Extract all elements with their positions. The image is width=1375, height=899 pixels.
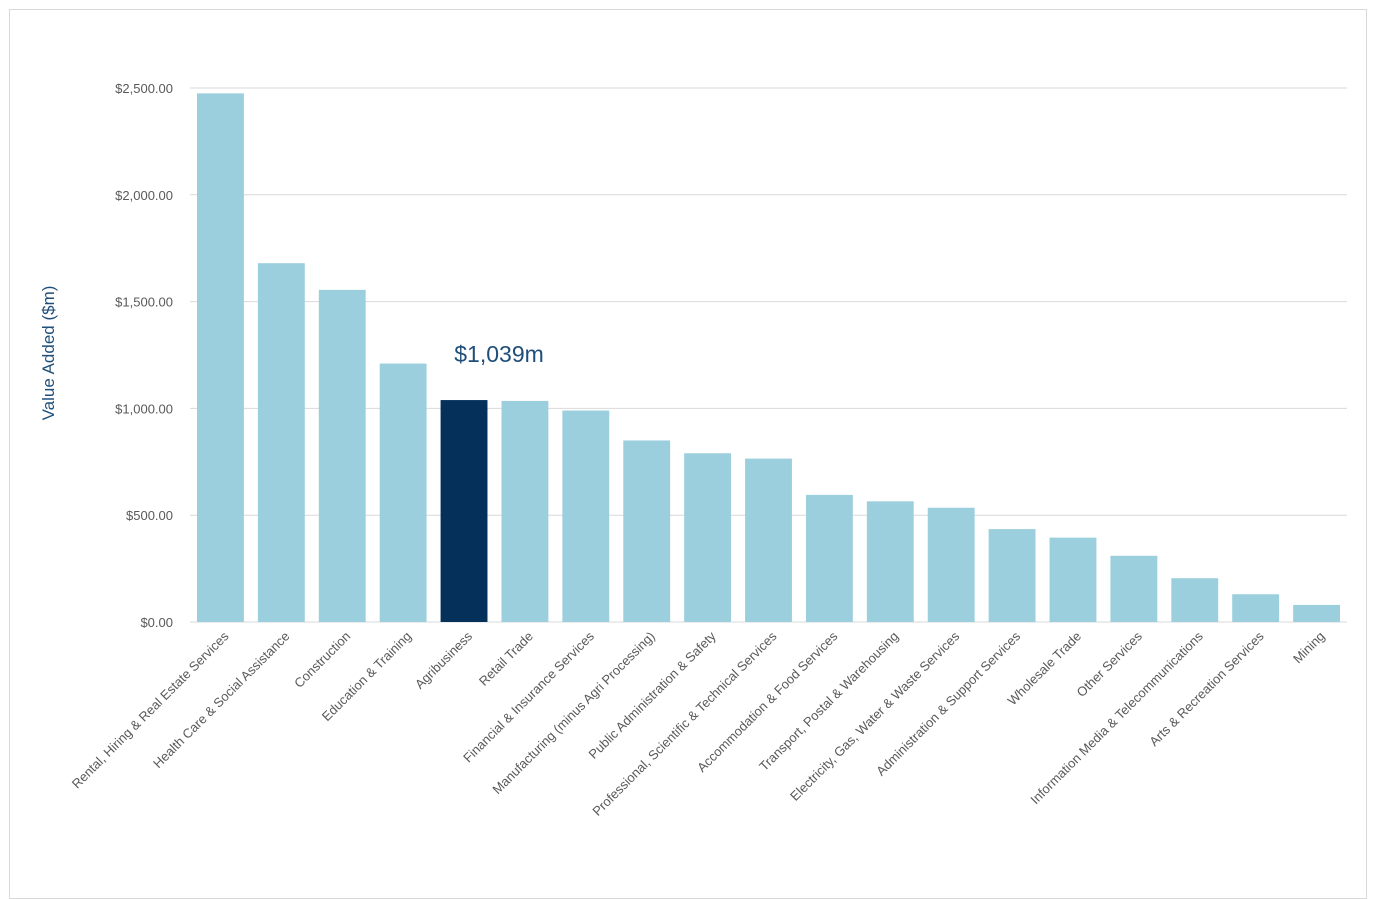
highlight-annotation: $1,039m — [454, 341, 544, 367]
y-tick-label: $1,500.00 — [115, 295, 173, 310]
y-tick-label: $0.00 — [140, 615, 173, 630]
x-category-label: Financial & Insurance Services — [460, 628, 597, 765]
bar — [501, 400, 549, 622]
x-category-label: Construction — [291, 629, 353, 691]
bar — [257, 263, 305, 622]
x-category-label: Health Care & Social Assistance — [150, 629, 292, 771]
bar — [805, 494, 853, 622]
y-tick-label: $500.00 — [126, 508, 173, 523]
y-tick-label: $2,500.00 — [115, 81, 173, 96]
bar — [684, 453, 732, 622]
bar — [1171, 578, 1219, 622]
bar — [318, 289, 366, 622]
y-tick-label: $2,000.00 — [115, 188, 173, 203]
bar — [1293, 604, 1340, 622]
bar — [1110, 555, 1158, 622]
y-axis-label: Value Added ($m) — [39, 286, 58, 421]
x-category-label: Retail Trade — [476, 629, 536, 689]
bar — [562, 410, 610, 622]
bar — [1232, 594, 1280, 622]
bar-highlighted — [440, 400, 488, 622]
bar — [866, 501, 914, 622]
x-category-label: Arts & Recreation Services — [1146, 628, 1267, 749]
x-axis-categories: Rental, Hiring & Real Estate ServicesHea… — [69, 628, 1328, 819]
bars — [197, 93, 1340, 623]
bar — [379, 363, 427, 622]
x-category-label: Mining — [1290, 629, 1328, 667]
y-tick-label: $1,000.00 — [115, 401, 173, 416]
bar — [197, 93, 244, 623]
x-category-label: Public Administration & Safety — [585, 628, 719, 762]
bar — [927, 507, 975, 622]
bar — [745, 458, 792, 622]
bar — [623, 440, 671, 622]
x-category-label: Agribusiness — [412, 628, 476, 692]
y-axis-ticks: $0.00 $500.00 $1,000.00 $1,500.00 $2,000.00 $… — [115, 81, 173, 630]
bar — [1049, 537, 1097, 622]
bar — [988, 529, 1036, 622]
